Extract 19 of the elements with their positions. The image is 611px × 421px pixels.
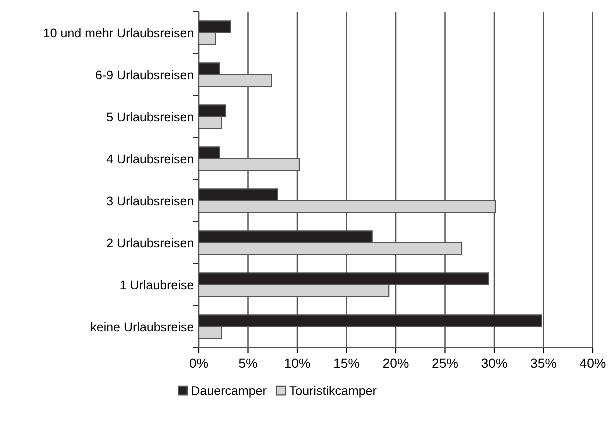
x-tick-label: 10% bbox=[285, 358, 310, 368]
y-tick-label: 1 Urlaubreise bbox=[120, 280, 194, 290]
x-tick-label: 20% bbox=[383, 358, 409, 368]
y-tick-label: 6-9 Urlaubsreisen bbox=[96, 70, 194, 80]
x-tick-label: 35% bbox=[531, 358, 556, 368]
x-tick-label: 0% bbox=[190, 358, 208, 368]
x-tick-label: 15% bbox=[334, 358, 360, 368]
y-tick-label: 4 Urlaubsreisen bbox=[106, 154, 194, 164]
y-tick-label: 3 Urlaubsreisen bbox=[107, 196, 194, 206]
y-tick-label: 2 Urlaubsreisen bbox=[107, 238, 194, 248]
y-tick-label: 10 und mehr Urlaubsreisen bbox=[44, 28, 194, 38]
x-tick-label: 40% bbox=[580, 358, 606, 368]
x-tick-label: 5% bbox=[239, 358, 258, 368]
legend-label: Dauercamper bbox=[192, 386, 267, 398]
legend-label: Touristikcamper bbox=[290, 386, 377, 398]
y-tick-label: 5 Urlaubsreisen bbox=[107, 112, 194, 122]
x-tick-label: 25% bbox=[432, 358, 458, 368]
y-tick-label: keine Urlaubsreise bbox=[91, 322, 194, 332]
x-tick-label: 30% bbox=[482, 358, 508, 368]
